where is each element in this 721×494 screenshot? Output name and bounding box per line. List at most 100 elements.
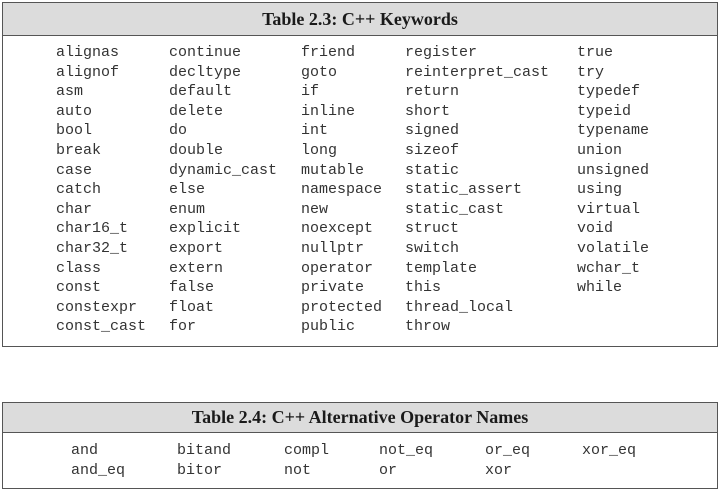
table-cell: constexpr [56,298,138,316]
table-cell: const_cast [56,318,147,336]
table-cell: volatile [577,239,650,257]
table-cell: register [405,44,478,61]
table-cell: do [169,122,188,140]
table-cell: char32_t [56,239,129,257]
table-cell: try [577,63,605,81]
table-column: xor_eq [582,441,636,461]
table-cell: asm [56,83,84,101]
table-cell: static_assert [405,181,523,199]
table-cell: alignof [56,63,120,81]
table-cell: noexcept [301,220,374,238]
table-cell: xor_eq [582,442,637,459]
table-column: friend goto if inline int long mutable namespac… [301,43,382,337]
table-cell: export [169,239,224,257]
table-cell: short [405,102,451,120]
alternative-operator-names-table: Table 2.4: C++ Alternative Operator Name… [2,402,718,489]
table-cell: auto [56,102,93,120]
table-title: Table 2.4: C++ Alternative Operator Name… [3,403,717,433]
table-cell: void [577,220,614,238]
table-cell: double [169,141,224,159]
keywords-table-body: alignas alignof asm auto bool break case catch c… [3,43,717,343]
table-cell: long [301,141,338,159]
table-column: and and_eq [71,441,125,480]
table-cell: compl [284,442,330,459]
table-cell: nullptr [301,239,365,257]
table-cell: wchar_t [577,259,641,277]
table-column: true try typedef typeid typename union unsigne… [577,43,649,298]
table-cell: union [577,141,623,159]
table-cell: or [379,461,398,479]
table-cell: true [577,44,614,61]
table-column: bitand bitor [177,441,231,480]
table-cell: explicit [169,220,242,238]
table-cell: sizeof [405,141,460,159]
table-cell: virtual [577,200,641,218]
table-cell: and_eq [71,461,126,479]
table-cell: static_cast [405,200,505,218]
table-cell: dynamic_cast [169,161,278,179]
table-cell: bitand [177,442,232,459]
table-cell: case [56,161,93,179]
table-cell: protected [301,298,383,316]
table-cell: unsigned [577,161,650,179]
table-cell: typeid [577,102,632,120]
table-column: compl not [284,441,329,480]
table-cell: throw [405,318,451,336]
table-cell: decltype [169,63,242,81]
table-cell: private [301,279,365,297]
table-cell: false [169,279,215,297]
table-cell: const [56,279,102,297]
table-cell: not [284,461,312,479]
table-cell: while [577,279,623,297]
table-title: Table 2.3: C++ Keywords [3,3,717,36]
table-cell: namespace [301,181,383,199]
table-cell: float [169,298,215,316]
table-cell: delete [169,102,224,120]
table-cell: not_eq [379,442,434,459]
table-column: continue decltype default delete do double dyn… [169,43,277,337]
table-cell: else [169,181,206,199]
keywords-table: Table 2.3: C++ Keywords alignas alignof as… [2,2,718,347]
table-column: alignas alignof asm auto bool break case catch c… [56,43,146,337]
table-cell: int [301,122,329,140]
table-cell: default [169,83,233,101]
table-cell: bool [56,122,93,140]
table-cell: or_eq [485,442,531,459]
table-cell: static [405,161,460,179]
table-cell: struct [405,220,460,238]
table-cell: operator [301,259,374,277]
table-cell: inline [301,102,356,120]
table-cell: reinterpret_cast [405,63,550,81]
table-cell: typedef [577,83,641,101]
table-cell: using [577,181,623,199]
table-cell: friend [301,44,356,61]
table-cell: this [405,279,442,297]
table-cell: char16_t [56,220,129,238]
table-cell: typename [577,122,650,140]
table-cell: alignas [56,44,120,61]
table-cell: if [301,83,320,101]
table-cell: mutable [301,161,365,179]
table-cell: signed [405,122,460,140]
table-cell: bitor [177,461,223,479]
table-cell: thread_local [405,298,514,316]
table-cell: return [405,83,460,101]
table-cell: continue [169,44,242,61]
table-cell: new [301,200,329,218]
table-cell: extern [169,259,224,277]
table-cell: char [56,200,93,218]
table-cell: public [301,318,356,336]
table-cell: and [71,442,99,459]
table-cell: template [405,259,478,277]
table-cell: enum [169,200,206,218]
table-cell: switch [405,239,460,257]
table-cell: break [56,141,102,159]
table-cell: xor [485,461,513,479]
table-cell: class [56,259,102,277]
table-cell: for [169,318,197,336]
table-cell: catch [56,181,102,199]
